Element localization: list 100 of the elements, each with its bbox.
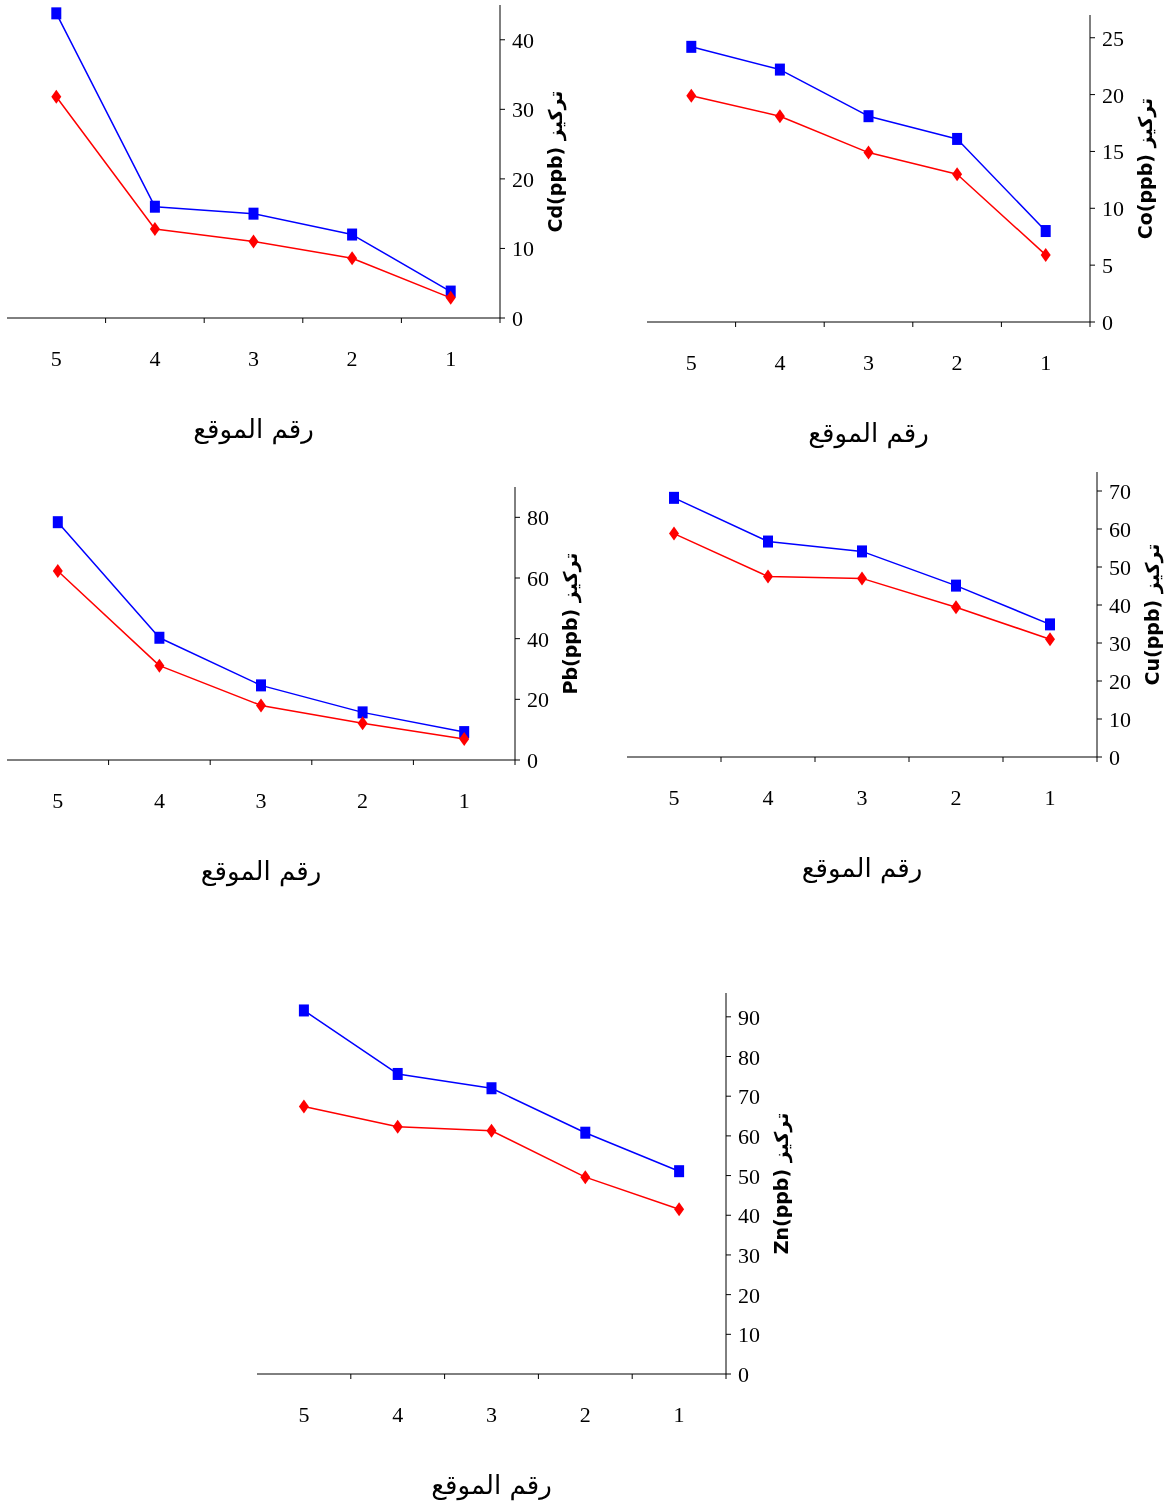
- x-tick-label: 4: [149, 346, 161, 371]
- point: [763, 535, 773, 548]
- point: [298, 1004, 309, 1017]
- x-tick-label: 5: [52, 788, 64, 813]
- x-tick-label: 2: [579, 1402, 591, 1427]
- point: [392, 1119, 403, 1134]
- point: [52, 516, 63, 529]
- y-tick-label: 50: [1109, 555, 1131, 580]
- point: [686, 88, 697, 103]
- x-tick-label: 3: [248, 346, 259, 371]
- y-axis-title: Cd(ppb) تركيز: [544, 90, 567, 233]
- y-tick-label: 20: [738, 1282, 760, 1308]
- x-tick-label: 4: [153, 788, 165, 813]
- x-tick-label: 2: [951, 350, 963, 375]
- y-tick-label: 60: [527, 566, 549, 591]
- point: [248, 234, 259, 249]
- point: [392, 1067, 403, 1080]
- y-tick-label: 0: [512, 306, 523, 331]
- y-tick-label: 10: [738, 1322, 760, 1348]
- x-tick-label: 4: [392, 1402, 404, 1427]
- y-tick-label: 20: [527, 687, 549, 713]
- point: [863, 110, 874, 123]
- point: [580, 1126, 591, 1139]
- x-axis-title: رقم الموقع: [431, 1470, 552, 1501]
- point: [51, 89, 62, 104]
- point: [52, 564, 63, 579]
- point: [51, 7, 62, 20]
- x-tick-label: 2: [950, 785, 962, 810]
- point: [154, 631, 165, 644]
- y-tick-label: 0: [738, 1362, 749, 1387]
- point: [774, 63, 785, 76]
- point: [674, 1202, 685, 1217]
- point: [149, 221, 160, 236]
- point: [952, 132, 963, 145]
- point: [298, 1099, 309, 1114]
- point: [686, 40, 697, 53]
- point: [774, 109, 785, 124]
- y-axis-title: Zn(ppb) تركيز: [770, 1112, 793, 1255]
- x-axis-title: رقم الموقع: [200, 856, 322, 887]
- y-tick-label: 0: [527, 748, 538, 773]
- x-tick-label: 4: [762, 785, 774, 810]
- x-tick-label: 1: [458, 788, 470, 813]
- y-tick-label: 80: [527, 505, 549, 531]
- y-tick-label: 40: [512, 27, 534, 53]
- x-axis-title: رقم الموقع: [801, 853, 923, 884]
- y-tick-label: 10: [1102, 196, 1124, 222]
- y-tick-label: 25: [1102, 25, 1124, 51]
- y-tick-label: 80: [738, 1044, 760, 1070]
- point: [674, 1165, 685, 1178]
- point: [1040, 247, 1051, 262]
- y-axis-title: Pb(ppb) تركيز: [559, 552, 582, 695]
- y-tick-label: 30: [1109, 631, 1131, 656]
- point: [857, 545, 867, 558]
- x-tick-label: 2: [357, 788, 369, 813]
- y-tick-label: 20: [1109, 669, 1131, 694]
- point: [580, 1170, 591, 1185]
- x-tick-label: 3: [863, 350, 874, 375]
- y-tick-label: 70: [1109, 479, 1131, 504]
- point: [357, 706, 368, 719]
- y-axis-title: Cu(ppb) تركيز: [1141, 543, 1164, 686]
- x-tick-label: 5: [298, 1402, 310, 1427]
- y-tick-label: 15: [1102, 139, 1124, 165]
- point: [459, 732, 470, 747]
- y-tick-label: 90: [738, 1004, 760, 1030]
- y-tick-label: 5: [1102, 253, 1113, 279]
- y-tick-label: 40: [1109, 593, 1131, 618]
- x-tick-label: 3: [486, 1402, 497, 1427]
- y-tick-label: 10: [1109, 707, 1131, 732]
- y-tick-label: 40: [527, 626, 549, 652]
- point: [256, 679, 266, 692]
- x-axis-title: رقم الموقع: [808, 418, 929, 449]
- x-tick-label: 4: [774, 350, 786, 375]
- point: [347, 228, 358, 241]
- x-tick-label: 2: [346, 346, 358, 371]
- y-tick-label: 50: [738, 1163, 760, 1189]
- y-tick-label: 60: [738, 1123, 760, 1149]
- x-axis-title: رقم الموقع: [193, 414, 314, 445]
- point: [863, 145, 874, 160]
- x-tick-label: 1: [1040, 350, 1052, 375]
- y-tick-label: 0: [1109, 745, 1120, 770]
- x-tick-label: 1: [1044, 785, 1056, 810]
- y-axis-title: Co(ppb) تركيز: [1134, 97, 1157, 240]
- x-tick-label: 3: [255, 788, 267, 813]
- y-tick-label: 0: [1102, 310, 1113, 335]
- y-tick-label: 20: [512, 166, 534, 192]
- y-tick-label: 40: [738, 1203, 760, 1229]
- y-tick-label: 20: [1102, 82, 1124, 108]
- point: [486, 1123, 497, 1138]
- y-tick-label: 30: [512, 97, 534, 123]
- x-tick-label: 1: [445, 346, 457, 371]
- x-tick-label: 1: [673, 1402, 685, 1427]
- point: [149, 200, 160, 213]
- point: [951, 579, 961, 592]
- x-tick-label: 5: [668, 785, 680, 810]
- y-tick-label: 70: [738, 1084, 760, 1110]
- point: [669, 491, 679, 504]
- point: [1045, 618, 1055, 631]
- x-tick-label: 5: [685, 350, 697, 375]
- point: [952, 167, 963, 182]
- y-tick-label: 30: [738, 1242, 760, 1268]
